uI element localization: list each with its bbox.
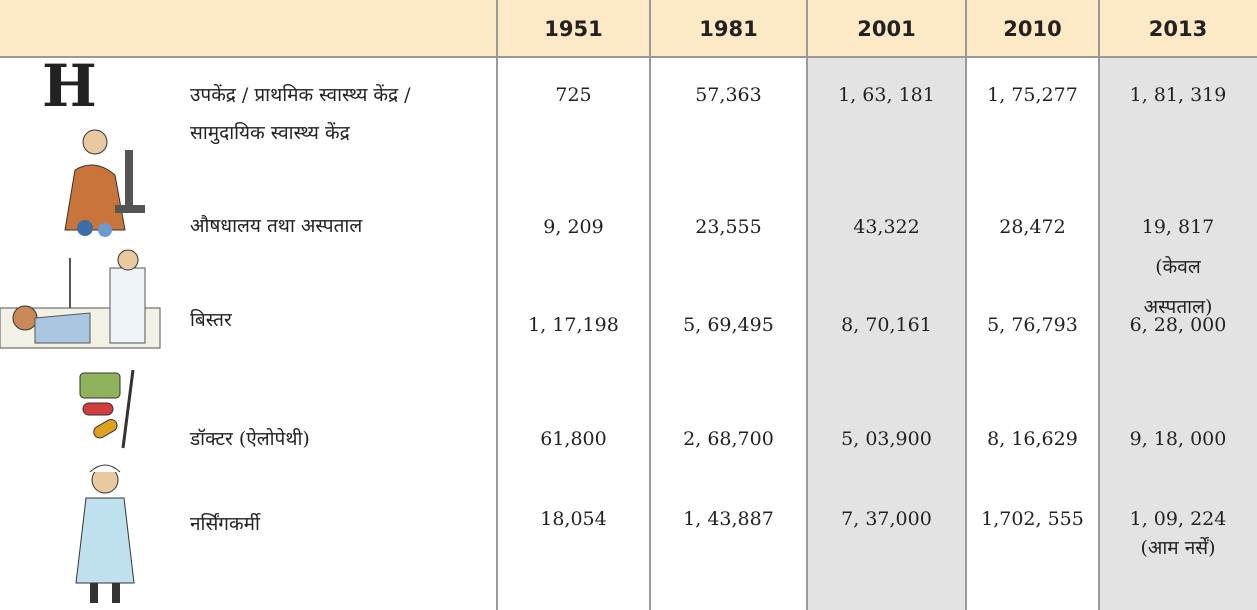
table-cell: 23,555 [650, 207, 807, 247]
table-cell: 5, 76,793 [966, 306, 1099, 344]
table-cell: 5, 03,900 [807, 420, 966, 458]
nurse-icon [68, 458, 143, 610]
table-cell: 18,054 [497, 505, 650, 534]
table-cell: 2, 68,700 [650, 420, 807, 458]
table-cell: 1, 43,887 [650, 505, 807, 534]
table-cell: 1, 75,277 [966, 76, 1099, 114]
table-cell: 1, 09, 224 (आम नर्सें) [1099, 505, 1257, 563]
bed-icon [0, 248, 165, 358]
table-cell: 1,702, 555 [966, 505, 1099, 534]
table-cell: 57,363 [650, 76, 807, 114]
table-cell: 1, 63, 181 [807, 76, 966, 114]
table-cell: 43,322 [807, 207, 966, 247]
column-header: 1951 [497, 0, 650, 58]
table-cell: 28,472 [966, 207, 1099, 247]
table-cell: 6, 28, 000 [1099, 306, 1257, 344]
table-cell: 5, 69,495 [650, 306, 807, 344]
medicine-icon [78, 368, 143, 453]
table-cell: 725 [497, 76, 650, 114]
row-label: बिस्तर [190, 301, 232, 339]
hospital-icon: H [42, 52, 97, 120]
lab-icon [55, 120, 150, 240]
table-cell: 7, 37,000 [807, 505, 966, 534]
table-cell: 1, 81, 319 [1099, 76, 1257, 114]
column-header: 2010 [966, 0, 1099, 58]
row-label: औषधालय तथा अस्पताल [190, 207, 362, 245]
column-header: 1981 [650, 0, 807, 58]
table-page: H 19511981200120102013 उपकेंद्र / प्राथमि… [0, 0, 1257, 610]
table-cell: 1, 17,198 [497, 306, 650, 344]
table-cell: 8, 70,161 [807, 306, 966, 344]
column-header: 2013 [1099, 0, 1257, 58]
table-cell: 61,800 [497, 420, 650, 458]
table-cell: 9, 209 [497, 207, 650, 247]
row-label: डॉक्टर (ऐलोपेथी) [190, 420, 310, 458]
row-label: उपकेंद्र / प्राथमिक स्वास्थ्य केंद्र / स… [190, 76, 411, 152]
column-header: 2001 [807, 0, 966, 58]
row-label: नर्सिंगकर्मी [190, 505, 260, 543]
table-cell: 8, 16,629 [966, 420, 1099, 458]
table-cell: 9, 18, 000 [1099, 420, 1257, 458]
